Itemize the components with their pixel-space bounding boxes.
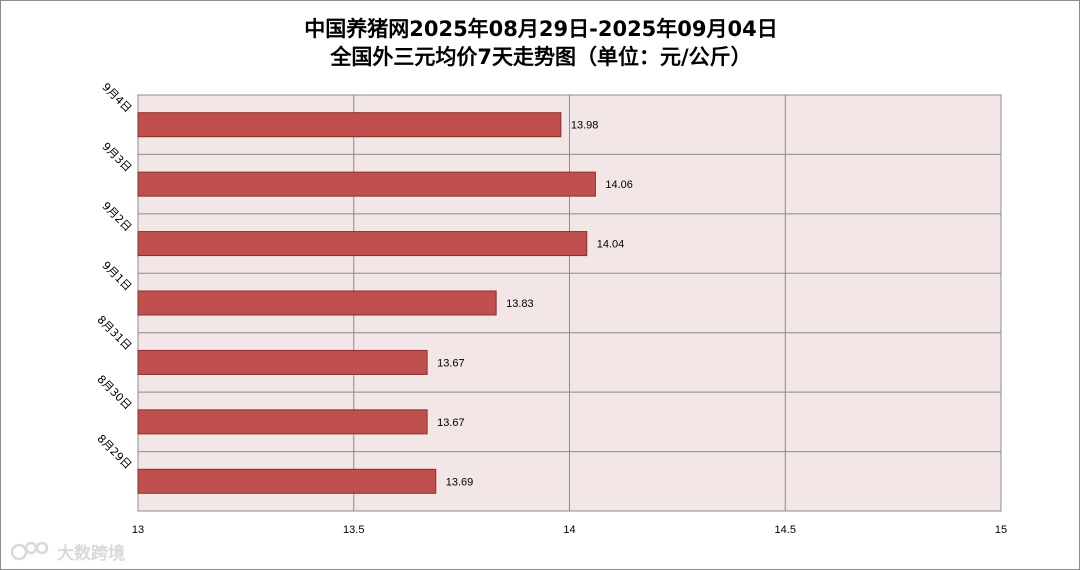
bar bbox=[137, 171, 596, 197]
x-tick-label: 13.5 bbox=[343, 524, 364, 536]
watermark-text: 大数跨境 bbox=[57, 543, 125, 564]
bar bbox=[137, 290, 497, 316]
watermark-logo-icon bbox=[11, 541, 49, 561]
x-tick-label: 14.5 bbox=[775, 524, 796, 536]
data-label: 13.69 bbox=[446, 476, 474, 488]
category-label: 8月30日 bbox=[94, 373, 134, 413]
data-label: 13.83 bbox=[506, 298, 534, 310]
data-label: 14.04 bbox=[597, 239, 625, 251]
bar bbox=[137, 409, 428, 435]
category-label: 8月31日 bbox=[94, 313, 134, 353]
category-label: 9月4日 bbox=[99, 80, 134, 115]
x-tick-label: 13 bbox=[132, 524, 144, 536]
watermark: 大数跨境 bbox=[11, 537, 125, 565]
data-label: 13.98 bbox=[571, 120, 599, 132]
chart-title-line1: 中国养猪网2025年08月29日-2025年09月04日 bbox=[304, 17, 778, 41]
chart-title-line2: 全国外三元均价7天走势图（单位：元/公斤） bbox=[330, 45, 752, 69]
bar bbox=[137, 468, 437, 494]
bar bbox=[137, 349, 428, 375]
data-label: 13.67 bbox=[437, 357, 465, 369]
bar bbox=[137, 112, 562, 138]
category-label: 9月3日 bbox=[99, 140, 134, 175]
x-tick-label: 14 bbox=[563, 524, 575, 536]
chart-title: 中国养猪网2025年08月29日-2025年09月04日 全国外三元均价7天走势… bbox=[1, 15, 1080, 71]
x-tick-label: 15 bbox=[995, 524, 1007, 536]
data-label: 13.67 bbox=[437, 417, 465, 429]
category-label: 9月1日 bbox=[99, 259, 134, 294]
bar bbox=[137, 231, 588, 257]
data-label: 14.06 bbox=[605, 179, 633, 191]
category-label: 8月29日 bbox=[94, 432, 134, 472]
category-label: 9月2日 bbox=[99, 199, 134, 234]
